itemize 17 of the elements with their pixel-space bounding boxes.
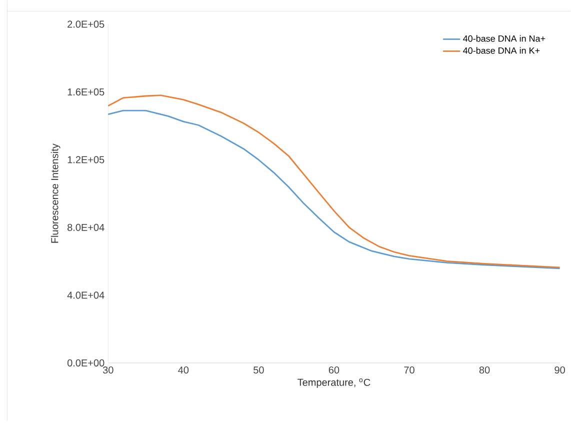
- y-tick-label: 0.0E+00: [67, 359, 104, 366]
- x-tick-label: 30: [102, 366, 114, 374]
- x-tick-label: 50: [254, 366, 264, 374]
- x-tick-label: 40: [178, 366, 189, 374]
- x-tick-label: 90: [554, 366, 565, 374]
- x-axis-title: Temperature, $^{o}$C: [298, 378, 370, 388]
- legend-label: 40-base DNA in K+: [463, 47, 540, 54]
- legend-label: 40-base DNA in Na+: [463, 35, 546, 42]
- x-tick-label: 70: [404, 366, 414, 374]
- y-tick-label: 1.2E+05: [68, 156, 104, 164]
- y-axis-title: Fluorescence Intensity: [50, 144, 60, 243]
- y-tick-label: 8.0E+04: [68, 224, 104, 231]
- x-tick-label: 80: [479, 366, 490, 374]
- x-tick-label: 60: [328, 366, 340, 374]
- y-tick-label: 2.0E+05: [68, 20, 104, 28]
- y-tick-label: 1.6E+05: [68, 88, 104, 96]
- y-tick-label: 4.0E+04: [67, 292, 104, 299]
